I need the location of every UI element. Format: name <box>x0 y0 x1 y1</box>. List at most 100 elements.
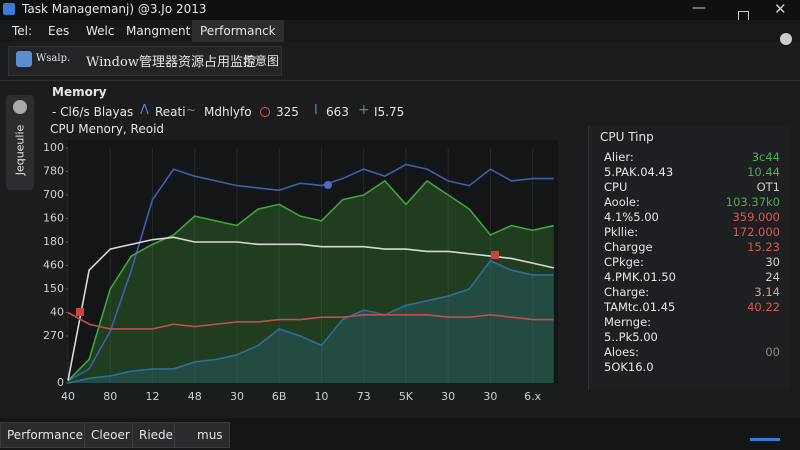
bottom-tab[interactable]: Performance <box>0 422 91 448</box>
series-line <box>67 236 554 381</box>
x-tick-label: 30 <box>230 390 244 403</box>
stat-label: CPU <box>604 180 628 194</box>
legend-item: 325 <box>276 105 299 119</box>
legend-symbol: ~ <box>186 103 197 117</box>
menu-item[interactable]: Welc <box>86 24 115 38</box>
x-tick-label: 12 <box>145 390 159 403</box>
toolbar-icon <box>16 51 32 67</box>
stat-label: 5..Pk5.00 <box>604 330 658 344</box>
stat-label: Alier: <box>604 150 634 164</box>
section-heading: Memory <box>52 85 107 99</box>
toolbar-title: Window管理器资源占用监控 <box>86 55 256 70</box>
x-tick-label: 10 <box>314 390 328 403</box>
stat-value: 3.14 <box>754 285 780 299</box>
stat-value: 103.37k0 <box>725 195 780 209</box>
y-tick-label: 100 <box>43 141 64 154</box>
y-tick-label: 0 <box>57 376 64 389</box>
stat-value: 10.44 <box>747 165 780 179</box>
stat-label: Mernge: <box>604 315 652 329</box>
series-line <box>67 311 554 330</box>
x-tick-label: 73 <box>357 390 371 403</box>
stat-value: 359.000 <box>732 210 780 224</box>
stat-row: Chargge 15.23 <box>604 240 780 254</box>
stat-row: Aloes: 00 <box>604 345 780 359</box>
menu-item[interactable]: Performanck <box>192 20 284 42</box>
y-tick-label: 780 <box>43 165 64 178</box>
y-tick-label: 40 <box>50 306 64 319</box>
title-bar <box>0 0 800 20</box>
toolbar-app: Wsalp. <box>36 53 71 64</box>
stat-value: 24 <box>765 270 780 284</box>
settings-icon[interactable] <box>780 33 792 45</box>
marker <box>324 181 332 189</box>
stat-label: Aoole: <box>604 195 640 209</box>
stat-value: 30 <box>765 255 780 269</box>
series-line <box>67 259 554 384</box>
stat-label: Aloes: <box>604 345 640 359</box>
stat-row: 4.PMK.01.50 24 <box>604 270 780 284</box>
bottom-tab[interactable]: Cleoer <box>84 422 137 448</box>
stat-label: TAMtc.01.45 <box>604 300 676 314</box>
stat-row: 5OK16.0 <box>604 360 780 374</box>
x-tick-label: 40 <box>61 390 75 403</box>
stat-value: 3c44 <box>751 150 780 164</box>
stat-row: 5..Pk5.00 <box>604 330 780 344</box>
legend-item: Reati <box>155 105 186 119</box>
x-tick-label: 30 <box>441 390 455 403</box>
stat-row: Pkllie: 172.000 <box>604 225 780 239</box>
legend-item: Mdhlyfo <box>204 105 252 119</box>
stat-label: Chargge <box>604 240 653 254</box>
legend-item: I5.75 <box>374 105 405 119</box>
stat-row: Aoole: 103.37k0 <box>604 195 780 209</box>
stat-value: OT1 <box>756 180 780 194</box>
minimize[interactable]: — <box>692 0 706 16</box>
stat-row: CPkge: 30 <box>604 255 780 269</box>
stat-label: Charge: <box>604 285 650 299</box>
stat-label: 5OK16.0 <box>604 360 654 374</box>
y-tick-label: 460 <box>43 259 64 272</box>
series-area <box>68 260 554 383</box>
menu-item[interactable]: Ees <box>48 24 70 38</box>
toolbar-tab[interactable]: 示意图 <box>243 54 280 68</box>
stats-panel <box>588 126 789 390</box>
divider <box>0 80 800 81</box>
x-tick-label: 80 <box>103 390 117 403</box>
x-tick-label: 6B <box>272 390 287 403</box>
stats-title: CPU Tinp <box>600 130 654 144</box>
legend-symbol: + <box>358 102 370 118</box>
legend-symbol <box>260 107 270 117</box>
legend-symbol: I <box>314 103 318 118</box>
y-tick-label: 160 <box>43 212 64 225</box>
x-tick-label: 5K <box>399 390 414 403</box>
slider[interactable] <box>750 438 780 441</box>
menu-item[interactable]: Tel: <box>12 24 33 38</box>
y-tick-label: 700 <box>43 188 64 201</box>
x-tick-label: 48 <box>188 390 202 403</box>
stat-row: Mernge: <box>604 315 780 329</box>
series-line <box>67 163 554 382</box>
stat-label: Pkllie: <box>604 225 639 239</box>
bottom-tab[interactable]: mus <box>174 422 230 448</box>
legend-item: - Cl6/s Blayas <box>52 105 134 119</box>
chart-title: CPU Menory, Reoid <box>50 122 165 136</box>
series-line <box>67 179 554 382</box>
stat-value: 15.23 <box>747 240 780 254</box>
stat-label: 4.1%5.00 <box>604 210 659 224</box>
marker <box>76 308 84 316</box>
stat-row: Alier: 3c44 <box>604 150 780 164</box>
stat-label: 4.PMK.01.50 <box>604 270 676 284</box>
legend-item: 663 <box>326 105 349 119</box>
stat-row: TAMtc.01.45 40.22 <box>604 300 780 314</box>
menu-item[interactable]: Mangment <box>126 24 191 38</box>
marker <box>491 251 499 259</box>
x-tick-label: 30 <box>483 390 497 403</box>
app-icon <box>3 3 15 15</box>
stat-row: 4.1%5.00 359.000 <box>604 210 780 224</box>
user-icon <box>13 100 27 114</box>
stat-row: 5.PAK.04.43 10.44 <box>604 165 780 179</box>
stat-value: 40.22 <box>747 300 780 314</box>
close[interactable]: ✕ <box>774 0 787 18</box>
bottom-tab[interactable]: Riede <box>132 422 181 448</box>
